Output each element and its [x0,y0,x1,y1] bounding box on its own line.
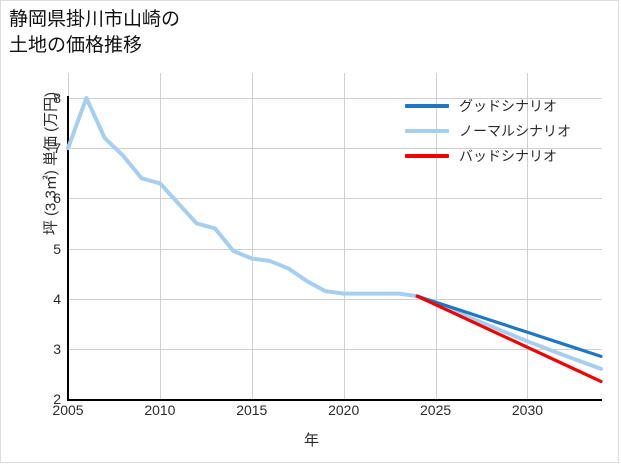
legend-label: バッドシナリオ [459,147,557,164]
series-line [415,294,603,358]
legend-item[interactable]: グッドシナリオ [405,93,605,118]
y-tick-label: 2 [53,391,61,407]
y-tick-label: 8 [53,90,61,106]
gridline-vertical [159,73,161,399]
y-tick-label: 7 [53,140,61,157]
x-axis-line [67,399,602,401]
series-line [415,294,603,384]
chart-legend: グッドシナリオ ノーマルシナリオ バッドシナリオ [405,93,605,168]
legend-color-swatch [405,153,449,158]
y-axis-line [67,96,69,401]
legend-item[interactable]: ノーマルシナリオ [405,118,605,143]
gridline-horizontal [68,298,602,300]
gridline-horizontal [68,348,602,350]
x-tick-label: 2030 [511,402,544,418]
y-tick-label: 5 [53,240,61,257]
y-axis-tick-labels: 8 7 6 5 4 3 2 [33,1,61,466]
legend-color-swatch [405,128,449,133]
gridline-vertical [343,73,345,399]
legend-item[interactable]: バッドシナリオ [405,143,605,168]
y-tick-label: 3 [53,340,61,357]
y-tick-label: 4 [53,290,61,307]
y-tick-label: 6 [53,190,61,207]
x-tick-label: 2015 [236,402,268,418]
x-axis-label: 年 [303,432,319,449]
legend-label: ノーマルシナリオ [459,122,571,139]
legend-color-swatch [405,103,449,108]
legend-label: グッドシナリオ [459,97,557,114]
gridline-horizontal [68,248,602,250]
chart-title: 静岡県掛川市山崎の 土地の価格推移 [9,9,181,56]
gridline-horizontal [68,198,602,200]
x-tick-label: 2005 [52,402,84,418]
x-tick-label: 2025 [420,402,452,418]
y-axis-label: 坪 (3.3㎡) 単価 (万円) [42,91,60,236]
x-tick-label: 2020 [328,402,360,418]
x-tick-label: 2010 [144,402,176,418]
gridline-vertical [251,73,253,399]
